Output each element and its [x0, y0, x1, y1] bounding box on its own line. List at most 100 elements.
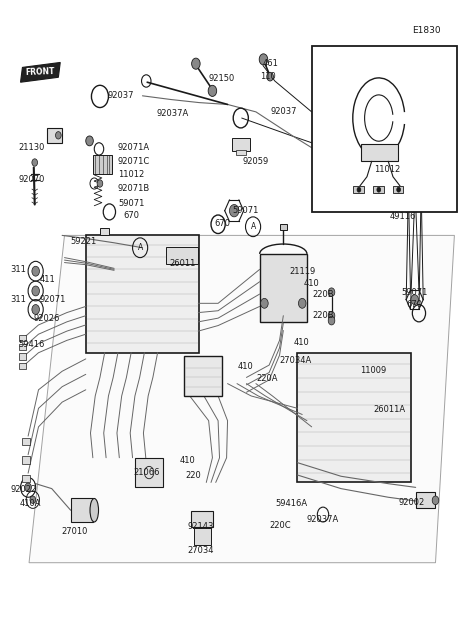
Bar	[18, 353, 26, 360]
Circle shape	[32, 266, 39, 276]
Text: 92037A: 92037A	[156, 108, 189, 118]
Circle shape	[328, 311, 335, 320]
Text: 410: 410	[303, 279, 319, 288]
Text: 92071: 92071	[39, 295, 66, 304]
Bar	[232, 138, 250, 152]
Text: E1830: E1830	[412, 26, 440, 35]
Bar	[373, 186, 383, 193]
Text: 110: 110	[260, 72, 275, 80]
Text: 59071: 59071	[118, 199, 144, 208]
Bar	[191, 511, 213, 527]
Text: 26011A: 26011A	[373, 405, 405, 414]
Text: 220B: 220B	[313, 311, 334, 320]
Text: 92150: 92150	[209, 74, 235, 83]
Text: 670: 670	[406, 300, 422, 309]
Text: 59416A: 59416A	[276, 499, 308, 508]
Text: 59071: 59071	[401, 288, 428, 297]
Circle shape	[267, 72, 273, 81]
Circle shape	[32, 286, 39, 296]
Circle shape	[397, 187, 401, 192]
Bar	[393, 186, 403, 193]
Text: 92002: 92002	[399, 498, 425, 507]
Circle shape	[377, 187, 381, 192]
Text: 411: 411	[39, 275, 55, 284]
Text: 11012: 11012	[118, 170, 144, 180]
Circle shape	[32, 305, 39, 314]
Bar	[280, 224, 287, 230]
Text: 670: 670	[214, 219, 230, 228]
Circle shape	[55, 132, 61, 139]
Circle shape	[432, 496, 439, 504]
Ellipse shape	[90, 498, 99, 522]
Bar	[416, 492, 436, 508]
Circle shape	[261, 298, 268, 308]
Text: 11009: 11009	[360, 366, 386, 374]
Circle shape	[259, 54, 268, 65]
Bar	[353, 186, 364, 193]
Text: 92070: 92070	[18, 175, 45, 184]
Text: 410: 410	[179, 456, 195, 465]
Text: 27034: 27034	[188, 546, 214, 555]
Bar	[184, 356, 222, 396]
Text: 21119: 21119	[289, 267, 315, 275]
Bar	[22, 475, 29, 482]
Text: 220B: 220B	[313, 290, 334, 299]
Bar	[18, 344, 26, 350]
Text: 27034A: 27034A	[280, 356, 312, 365]
Text: 92071C: 92071C	[118, 157, 150, 166]
Text: 461: 461	[263, 59, 279, 68]
Text: 92026: 92026	[34, 314, 60, 322]
Text: 11012: 11012	[374, 165, 401, 175]
Text: A: A	[250, 222, 255, 232]
Circle shape	[411, 295, 419, 305]
Bar	[93, 155, 112, 173]
Bar	[236, 150, 246, 155]
Circle shape	[86, 136, 93, 146]
Text: A: A	[137, 243, 143, 252]
Text: 26011: 26011	[169, 259, 195, 268]
Text: 311: 311	[10, 295, 26, 304]
Text: 59221: 59221	[71, 237, 97, 246]
Text: 92037A: 92037A	[307, 515, 339, 524]
Circle shape	[25, 483, 31, 491]
Polygon shape	[29, 235, 455, 563]
Circle shape	[30, 496, 36, 503]
Text: 92071A: 92071A	[118, 143, 150, 152]
Text: 92059: 92059	[243, 157, 269, 166]
Bar	[18, 363, 26, 369]
Circle shape	[191, 58, 200, 69]
Text: 27010: 27010	[61, 527, 88, 536]
Circle shape	[32, 159, 37, 167]
Polygon shape	[20, 63, 60, 82]
Text: 21066: 21066	[133, 468, 160, 477]
Text: 92143: 92143	[188, 522, 214, 531]
Bar	[136, 457, 163, 487]
Bar	[22, 456, 29, 464]
Text: 410: 410	[294, 339, 310, 347]
Text: 410: 410	[238, 362, 254, 371]
Circle shape	[328, 316, 335, 325]
Text: 21130: 21130	[18, 143, 45, 152]
Text: 92037: 92037	[107, 92, 134, 100]
Bar	[361, 144, 398, 162]
Text: 670: 670	[124, 211, 139, 220]
Text: 220C: 220C	[269, 521, 291, 530]
Circle shape	[208, 85, 217, 97]
Text: 220A: 220A	[257, 374, 278, 383]
Bar	[193, 528, 210, 545]
Text: FRONT: FRONT	[26, 67, 55, 77]
Circle shape	[328, 288, 335, 297]
Circle shape	[299, 298, 306, 308]
Bar	[47, 128, 62, 143]
Text: 49116: 49116	[389, 212, 416, 222]
Text: 59071: 59071	[232, 206, 259, 215]
Bar	[86, 235, 199, 353]
Text: 410A: 410A	[19, 499, 41, 508]
Bar	[166, 246, 198, 264]
Text: 92037: 92037	[270, 107, 297, 116]
Text: 92071B: 92071B	[118, 184, 150, 193]
Circle shape	[97, 180, 103, 187]
Circle shape	[357, 187, 361, 192]
Bar	[71, 498, 93, 522]
Bar	[298, 353, 411, 482]
